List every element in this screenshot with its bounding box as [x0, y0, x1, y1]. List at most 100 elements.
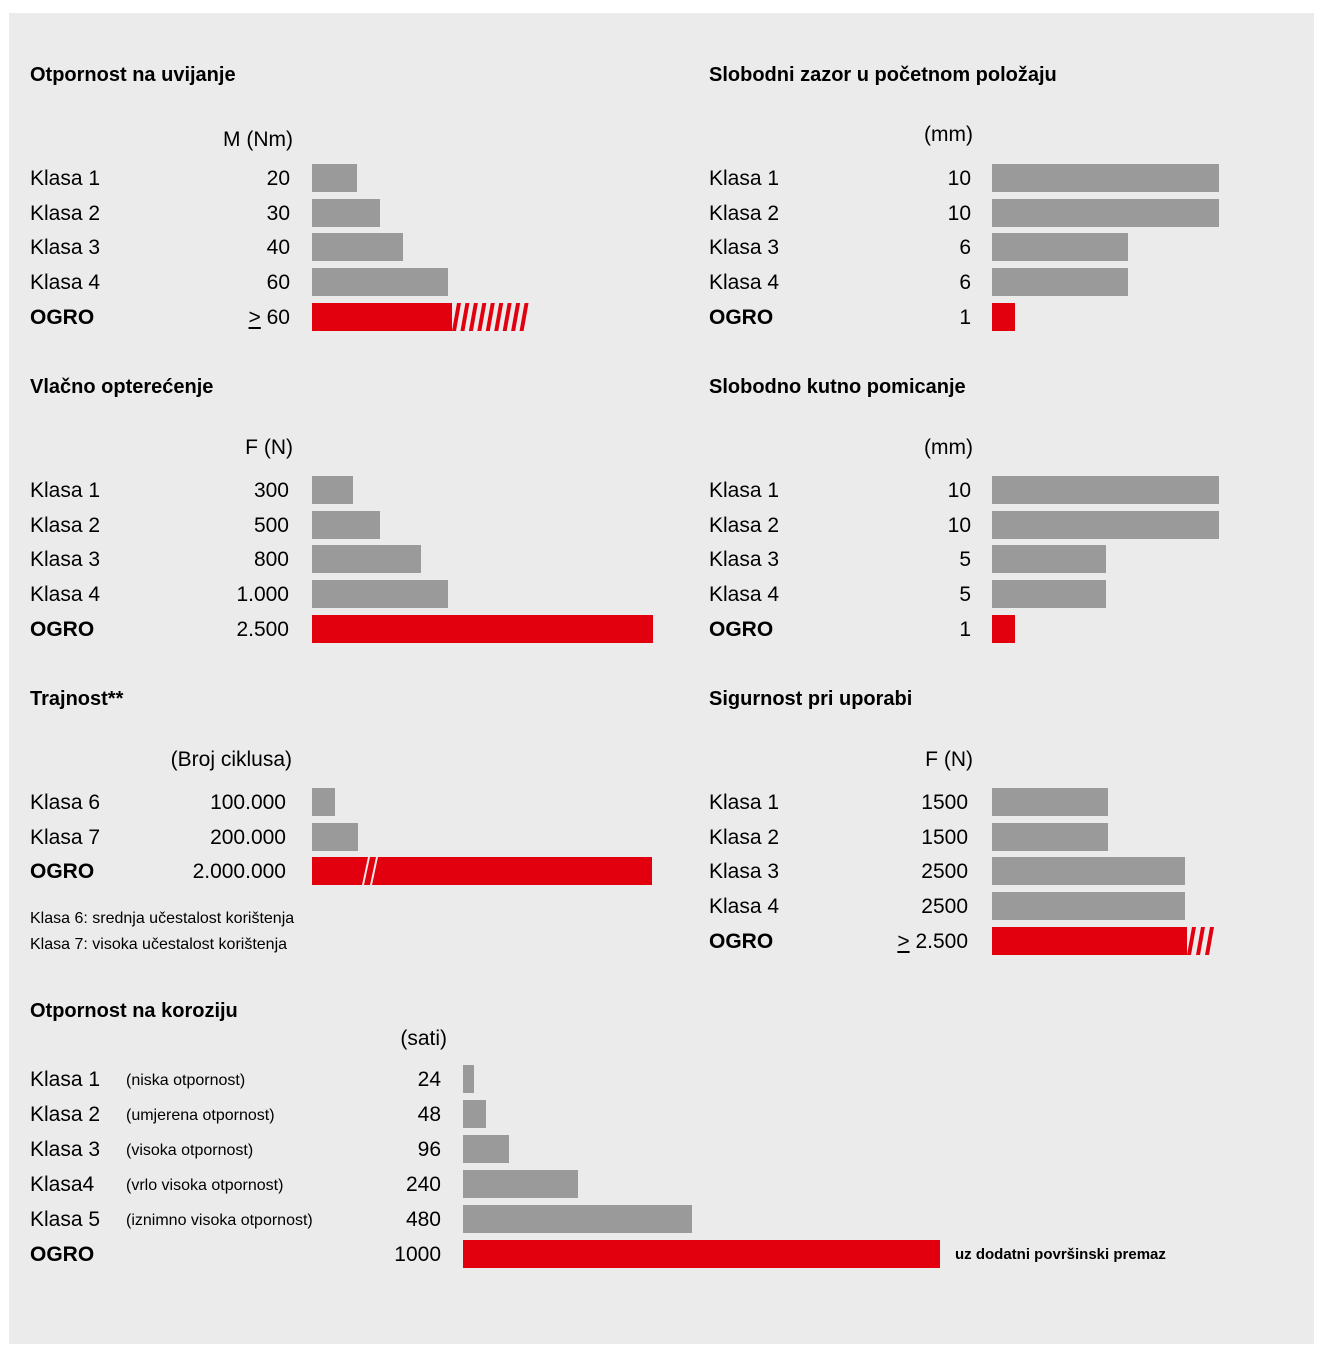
chart-title: Vlačno opterećenje	[30, 376, 214, 398]
class-bar	[463, 1100, 486, 1128]
ogro-bar	[992, 927, 1187, 955]
value-label: 2500	[921, 895, 968, 918]
unit-label: (sati)	[400, 1027, 447, 1050]
ogro-bar	[463, 1240, 941, 1268]
value-label: 10	[947, 479, 971, 502]
value-label: 60	[266, 271, 290, 294]
class-bar	[312, 580, 449, 608]
class-bar	[312, 199, 381, 227]
ogro-bar	[992, 303, 1015, 331]
value-label: 24	[417, 1068, 441, 1091]
category-label: Klasa 4	[709, 583, 780, 606]
class-bar	[312, 823, 358, 851]
ogro-label: OGRO	[30, 306, 95, 329]
class-bar	[992, 857, 1185, 885]
hatch-stroke	[502, 303, 512, 331]
category-sublabel: (niska otpornost)	[126, 1072, 246, 1089]
class-bar	[992, 164, 1219, 192]
chart-title: Otpornost na uvijanje	[30, 64, 236, 86]
value-label: 48	[417, 1103, 441, 1126]
value-label: 30	[266, 202, 290, 225]
category-label: Klasa 7	[30, 826, 101, 849]
category-sublabel: (vrlo visoka otpornost)	[126, 1177, 284, 1194]
category-label: Klasa 4	[709, 895, 780, 918]
class-bar	[992, 199, 1219, 227]
ogro-bar-hatch	[452, 303, 529, 331]
class-bar	[463, 1205, 693, 1233]
class-bar	[312, 788, 335, 816]
class-bar	[463, 1135, 509, 1163]
hatch-stroke	[460, 303, 470, 331]
chart-title: Slobodno kutno pomicanje	[709, 376, 966, 398]
hatch-stroke	[1187, 927, 1196, 955]
category-label: Klasa 2	[30, 1103, 101, 1126]
class-bar	[463, 1170, 578, 1198]
category-label: Klasa 1	[30, 167, 101, 190]
category-label: Klasa 2	[30, 514, 101, 537]
unit-label: (mm)	[924, 123, 973, 146]
value-label: > 2.500	[668, 930, 968, 954]
value-label: 1	[959, 306, 971, 329]
class-bar	[312, 268, 449, 296]
value-text: 60	[260, 306, 290, 329]
break-slash	[362, 857, 370, 885]
hatch-stroke	[485, 303, 495, 331]
ogro-label: OGRO	[709, 618, 774, 641]
category-label: Klasa 6	[30, 791, 101, 814]
value-label: 300	[253, 479, 289, 502]
category-label: Klasa 3	[30, 1138, 101, 1161]
category-label: Klasa 2	[709, 826, 780, 849]
hatch-stroke	[511, 303, 521, 331]
hatch-stroke	[452, 303, 461, 331]
class-bar	[992, 823, 1108, 851]
category-sublabel: (umjerena otpornost)	[126, 1107, 275, 1124]
ogro-bar-hatch	[1187, 927, 1214, 955]
category-label: Klasa 2	[30, 202, 101, 225]
value-text: 2.500	[909, 930, 968, 953]
ogro-label: OGRO	[709, 306, 774, 329]
category-label: Klasa 1	[709, 479, 780, 502]
value-label: 800	[253, 548, 289, 571]
value-label: 10	[947, 514, 971, 537]
hatch-stroke	[1205, 927, 1214, 955]
value-label: 10	[947, 167, 971, 190]
ogro-label: OGRO	[709, 930, 774, 953]
category-label: Klasa 1	[709, 167, 780, 190]
ogro-bar	[312, 303, 452, 331]
unit-label: (Broj ciklusa)	[170, 748, 292, 771]
value-label: 6	[959, 236, 971, 259]
category-label: Klasa 3	[30, 236, 101, 259]
value-label: 480	[405, 1208, 441, 1231]
hatch-stroke	[519, 303, 529, 331]
category-sublabel: (visoka otpornost)	[126, 1142, 254, 1159]
value-label: 200.000	[210, 826, 286, 849]
category-label: Klasa4	[30, 1173, 95, 1196]
ge-symbol: >	[897, 930, 910, 953]
class-bar	[992, 233, 1129, 261]
class-bar	[992, 892, 1185, 920]
class-bar	[992, 545, 1106, 573]
unit-label: (mm)	[924, 436, 973, 459]
footnote: Klasa 7: visoka učestalost korištenja	[30, 936, 288, 953]
value-label: 100.000	[210, 791, 286, 814]
ge-symbol: >	[248, 306, 261, 329]
break-slash	[370, 857, 378, 885]
category-label: Klasa 1	[30, 1068, 101, 1091]
category-label: Klasa 4	[709, 271, 780, 294]
chart-title: Trajnost**	[30, 688, 124, 710]
value-label: 1	[959, 618, 971, 641]
category-label: Klasa 1	[30, 479, 101, 502]
value-label: 1500	[921, 826, 968, 849]
hatch-stroke	[477, 303, 487, 331]
unit-label: F (N)	[245, 436, 293, 459]
value-label: 6	[959, 271, 971, 294]
value-label: 5	[959, 583, 971, 606]
class-bar	[463, 1065, 475, 1093]
footnote: Klasa 6: srednja učestalost korištenja	[30, 910, 295, 927]
class-bar	[992, 476, 1219, 504]
ogro-label: OGRO	[30, 618, 95, 641]
chart-title: Otpornost na koroziju	[30, 1000, 238, 1022]
chart-title: Sigurnost pri uporabi	[709, 688, 913, 710]
value-label: 96	[417, 1138, 441, 1161]
class-bar	[312, 511, 381, 539]
